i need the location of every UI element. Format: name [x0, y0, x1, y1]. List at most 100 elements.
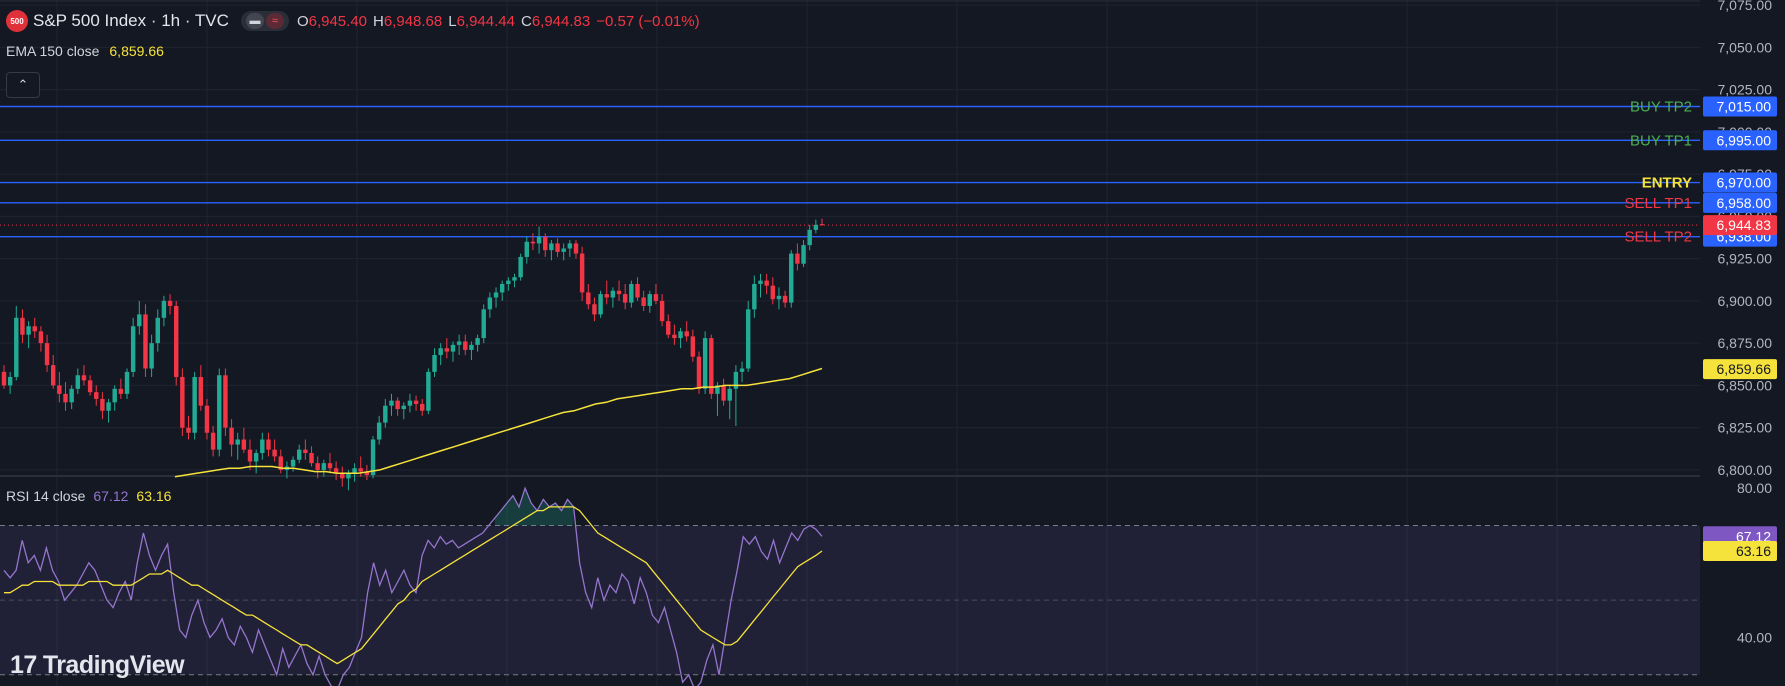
candle [161, 295, 167, 327]
price-badges: BUY TP2 7,015.00 BUY TP1 6,995.00 ENTRY 6,970… [1624, 96, 1777, 562]
candle-body [241, 439, 247, 450]
symbol-legend[interactable]: 500 S&P 500 Index · 1h · TVC ▬ ≈ O6,945.… [6, 10, 700, 32]
collapse-legend-button[interactable]: ⌃ [6, 72, 40, 98]
candle [666, 314, 671, 339]
candle-body [340, 473, 345, 479]
candle-body [186, 427, 191, 433]
candle-body [622, 294, 628, 303]
ema-legend-label: EMA 150 close [6, 43, 100, 59]
price-tick-label: 6,800.00 [1718, 462, 1773, 478]
candle [807, 224, 812, 251]
candle [247, 439, 253, 470]
candle [340, 466, 345, 487]
candle [789, 250, 794, 308]
candle-body [512, 277, 517, 281]
candle [44, 334, 50, 372]
candle-body [235, 439, 240, 445]
level-label: SELL TP1 [1624, 195, 1692, 212]
candle [758, 273, 763, 298]
candle-body [715, 385, 720, 394]
rsi-ma-value-badge: 63.16 [1703, 541, 1777, 562]
level-price-badge-bg [1703, 172, 1777, 193]
candle [278, 449, 283, 474]
candle-body [223, 375, 228, 428]
candle-body [573, 243, 579, 254]
tradingview-logo[interactable]: 17 TradingView [10, 651, 185, 680]
candle-body [63, 393, 68, 403]
candle-body [413, 400, 419, 405]
candle-body [789, 253, 794, 303]
candle-body [567, 243, 573, 249]
candle [715, 382, 720, 416]
last-price-badge-bg [1703, 215, 1777, 236]
candle [678, 327, 683, 349]
candle [309, 446, 314, 467]
candle [272, 439, 277, 462]
candle-body [229, 427, 234, 445]
level-price-badge-text: 6,970.00 [1717, 175, 1772, 191]
candle-body [776, 295, 782, 300]
candle-body [770, 285, 776, 300]
candle [512, 273, 517, 288]
candle [204, 398, 210, 440]
candle [487, 292, 493, 318]
candle [327, 453, 333, 474]
candle [69, 385, 74, 410]
candle-body [647, 294, 653, 306]
candle-body [641, 297, 646, 306]
rsi-line [3, 486, 823, 686]
candle-body [629, 283, 634, 303]
candle [684, 321, 689, 342]
candle [155, 309, 160, 352]
level-label: ENTRY [1642, 175, 1692, 192]
candle-body [782, 295, 788, 303]
candle [450, 341, 456, 362]
candle [549, 240, 554, 261]
ema-price-badge-text: 6,859.66 [1717, 361, 1772, 377]
candle-body [727, 388, 732, 401]
candle-body [709, 338, 714, 394]
candle-body [721, 385, 726, 401]
level-price-badge: 6,970.00 [1703, 172, 1777, 193]
candle-body [309, 453, 314, 464]
price-change: −0.57 (−0.01%) [596, 12, 700, 30]
candle [530, 233, 536, 251]
candle-body [598, 294, 603, 315]
candle-body [167, 300, 173, 306]
level-price-badge-bg [1703, 96, 1777, 117]
level-price-badge: 6,995.00 [1703, 130, 1777, 151]
ema-legend[interactable]: EMA 150 close 6,859.66 [6, 43, 164, 59]
candle [389, 393, 394, 416]
candle [543, 233, 548, 257]
candle [124, 368, 130, 399]
candle-body [549, 243, 554, 251]
candle [555, 238, 560, 257]
price-tick-label: 6,825.00 [1718, 420, 1773, 436]
ema-legend-value: 6,859.66 [109, 43, 164, 59]
rsi-legend[interactable]: RSI 14 close 67.12 63.16 [6, 488, 171, 504]
status-pill[interactable]: ▬ ≈ [240, 11, 289, 31]
candle [672, 324, 677, 345]
candle [469, 341, 474, 361]
candle [32, 317, 37, 339]
candle-body [752, 283, 757, 310]
candle-body [764, 280, 769, 286]
symbol-title[interactable]: S&P 500 Index · 1h · TVC [33, 11, 229, 30]
candle-body [290, 459, 296, 467]
candle [57, 371, 62, 403]
candle [81, 365, 87, 386]
candle-body [813, 224, 819, 230]
level-label: BUY TP1 [1630, 132, 1692, 149]
candle [506, 277, 511, 291]
price-tick-label: 6,925.00 [1718, 251, 1773, 267]
candle-body [137, 314, 142, 327]
candle [401, 402, 406, 420]
candle [333, 461, 339, 481]
price-tick-label: 7,075.00 [1718, 0, 1773, 13]
candle [456, 334, 462, 355]
candle-body [7, 376, 13, 386]
level-price-badge-text: 7,015.00 [1717, 98, 1772, 114]
candle [253, 449, 259, 474]
